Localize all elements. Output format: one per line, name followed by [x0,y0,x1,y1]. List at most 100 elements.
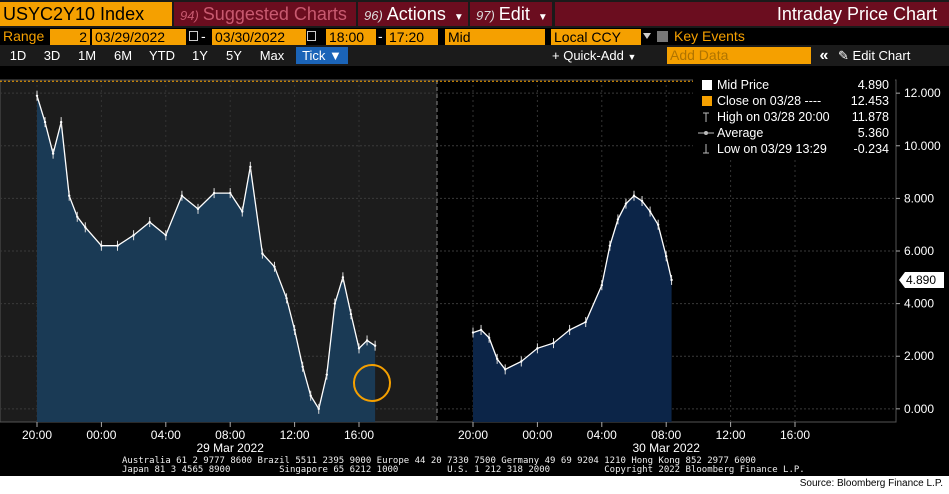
x-tick-label: 16:00 [780,428,810,442]
actions-button[interactable]: 96) Actions ▼ [358,2,468,26]
calendar-icon[interactable] [189,31,198,41]
data-point[interactable] [640,199,644,203]
collapse-icon[interactable]: « [819,47,829,64]
add-data-input[interactable]: Add Data [667,47,811,64]
data-point[interactable] [180,194,184,197]
data-point[interactable] [148,220,151,224]
series-layer [35,90,673,423]
data-point[interactable] [616,218,620,221]
data-point[interactable] [35,94,39,97]
range-button-max[interactable]: Max [259,48,285,63]
range-button-3d[interactable]: 3D [43,48,61,63]
price-field-select[interactable]: Mid [445,29,545,45]
range-button-1m[interactable]: 1M [77,48,97,63]
legend-average[interactable]: Average 5.360 [693,125,895,141]
range-button-1y[interactable]: 1Y [192,48,208,63]
legend-high[interactable]: High on 03/28 20:00 11.878 [693,109,895,125]
tick-dropdown[interactable]: Tick ▼ [296,47,348,64]
legend-value: 11.878 [851,110,889,124]
end-date-field[interactable]: 03/30/2022 [212,29,306,45]
data-point[interactable] [325,373,328,376]
data-point[interactable] [487,336,491,340]
data-point[interactable] [504,368,507,371]
data-point[interactable] [164,234,167,237]
data-point[interactable] [648,210,652,213]
ticker-field[interactable]: USYC2Y10 Index [0,2,172,26]
chevron-down-icon: ▼ [453,12,464,23]
legend-close[interactable]: Close on 03/28 ---- 12.453 [693,93,895,109]
pencil-icon: ✎ [838,48,849,63]
data-point[interactable] [584,320,587,324]
series-area-session-1 [37,95,376,423]
data-point[interactable] [600,284,603,287]
data-point[interactable] [670,278,673,282]
source-bar [0,476,949,494]
edit-label: Edit [498,4,530,24]
data-point[interactable] [568,328,571,332]
x-tick-label: 08:00 [651,428,681,442]
end-time-field[interactable]: 17:20 [386,29,438,45]
data-point[interactable] [241,210,244,213]
data-point[interactable] [632,194,636,197]
chevron-down-icon[interactable] [643,33,651,39]
data-point[interactable] [317,407,320,411]
range-button-ytd[interactable]: YTD [149,48,175,63]
data-point[interactable] [349,312,353,316]
data-point[interactable] [43,120,47,124]
range-label: Range [3,28,45,44]
data-point[interactable] [51,152,55,155]
data-point[interactable] [365,339,369,342]
low-marker-icon [703,144,709,154]
data-point[interactable] [357,347,361,350]
data-point[interactable] [76,215,79,218]
data-point[interactable] [285,297,288,300]
data-point[interactable] [100,244,103,247]
data-point[interactable] [309,394,312,397]
data-point[interactable] [261,252,264,255]
data-point[interactable] [196,207,200,211]
source-note: Source: Bloomberg Finance L.P. [799,478,943,489]
data-point[interactable] [552,341,555,345]
data-point[interactable] [608,244,612,247]
data-point[interactable] [273,265,276,268]
data-point[interactable] [293,328,296,332]
edit-chart-button[interactable]: ✎ Edit Chart [838,47,946,64]
data-point[interactable] [495,357,499,361]
y-tick-label: 2.000 [904,349,934,363]
data-point[interactable] [116,244,119,247]
data-point[interactable] [479,328,483,332]
calendar-icon[interactable] [307,31,316,41]
range-value-field[interactable]: 2 [50,29,90,45]
data-point[interactable] [520,360,523,363]
start-time-field[interactable]: 18:00 [326,29,376,45]
currency-select[interactable]: Local CCY [551,29,641,45]
date-range-dash: - [201,28,206,44]
legend-low[interactable]: Low on 03/29 13:29 -0.234 [693,141,895,157]
quick-add-button[interactable]: + Quick-Add ▼ [552,47,658,64]
data-point[interactable] [212,191,216,195]
data-point[interactable] [656,223,660,226]
data-point[interactable] [229,191,232,195]
data-point[interactable] [68,194,71,197]
data-point[interactable] [249,165,252,169]
data-point[interactable] [84,226,87,229]
data-point[interactable] [665,255,668,258]
key-events-label: Key Events [674,28,745,44]
edit-button[interactable]: 97) Edit ▼ [470,2,552,26]
data-point[interactable] [536,347,539,350]
range-button-1d[interactable]: 1D [9,48,27,63]
data-point[interactable] [373,344,377,347]
data-point[interactable] [59,120,63,124]
data-point[interactable] [301,365,304,368]
start-date-field[interactable]: 03/29/2022 [92,29,186,45]
data-point[interactable] [471,331,475,334]
range-button-5y[interactable]: 5Y [226,48,242,63]
range-button-6m[interactable]: 6M [113,48,133,63]
data-point[interactable] [341,276,345,279]
suggested-charts-button[interactable]: 94) Suggested Charts [174,2,356,26]
key-events-checkbox[interactable] [657,31,668,42]
data-point[interactable] [333,302,337,305]
legend-mid-price[interactable]: Mid Price 4.890 [693,77,895,93]
data-point[interactable] [132,234,135,237]
data-point[interactable] [624,202,628,205]
